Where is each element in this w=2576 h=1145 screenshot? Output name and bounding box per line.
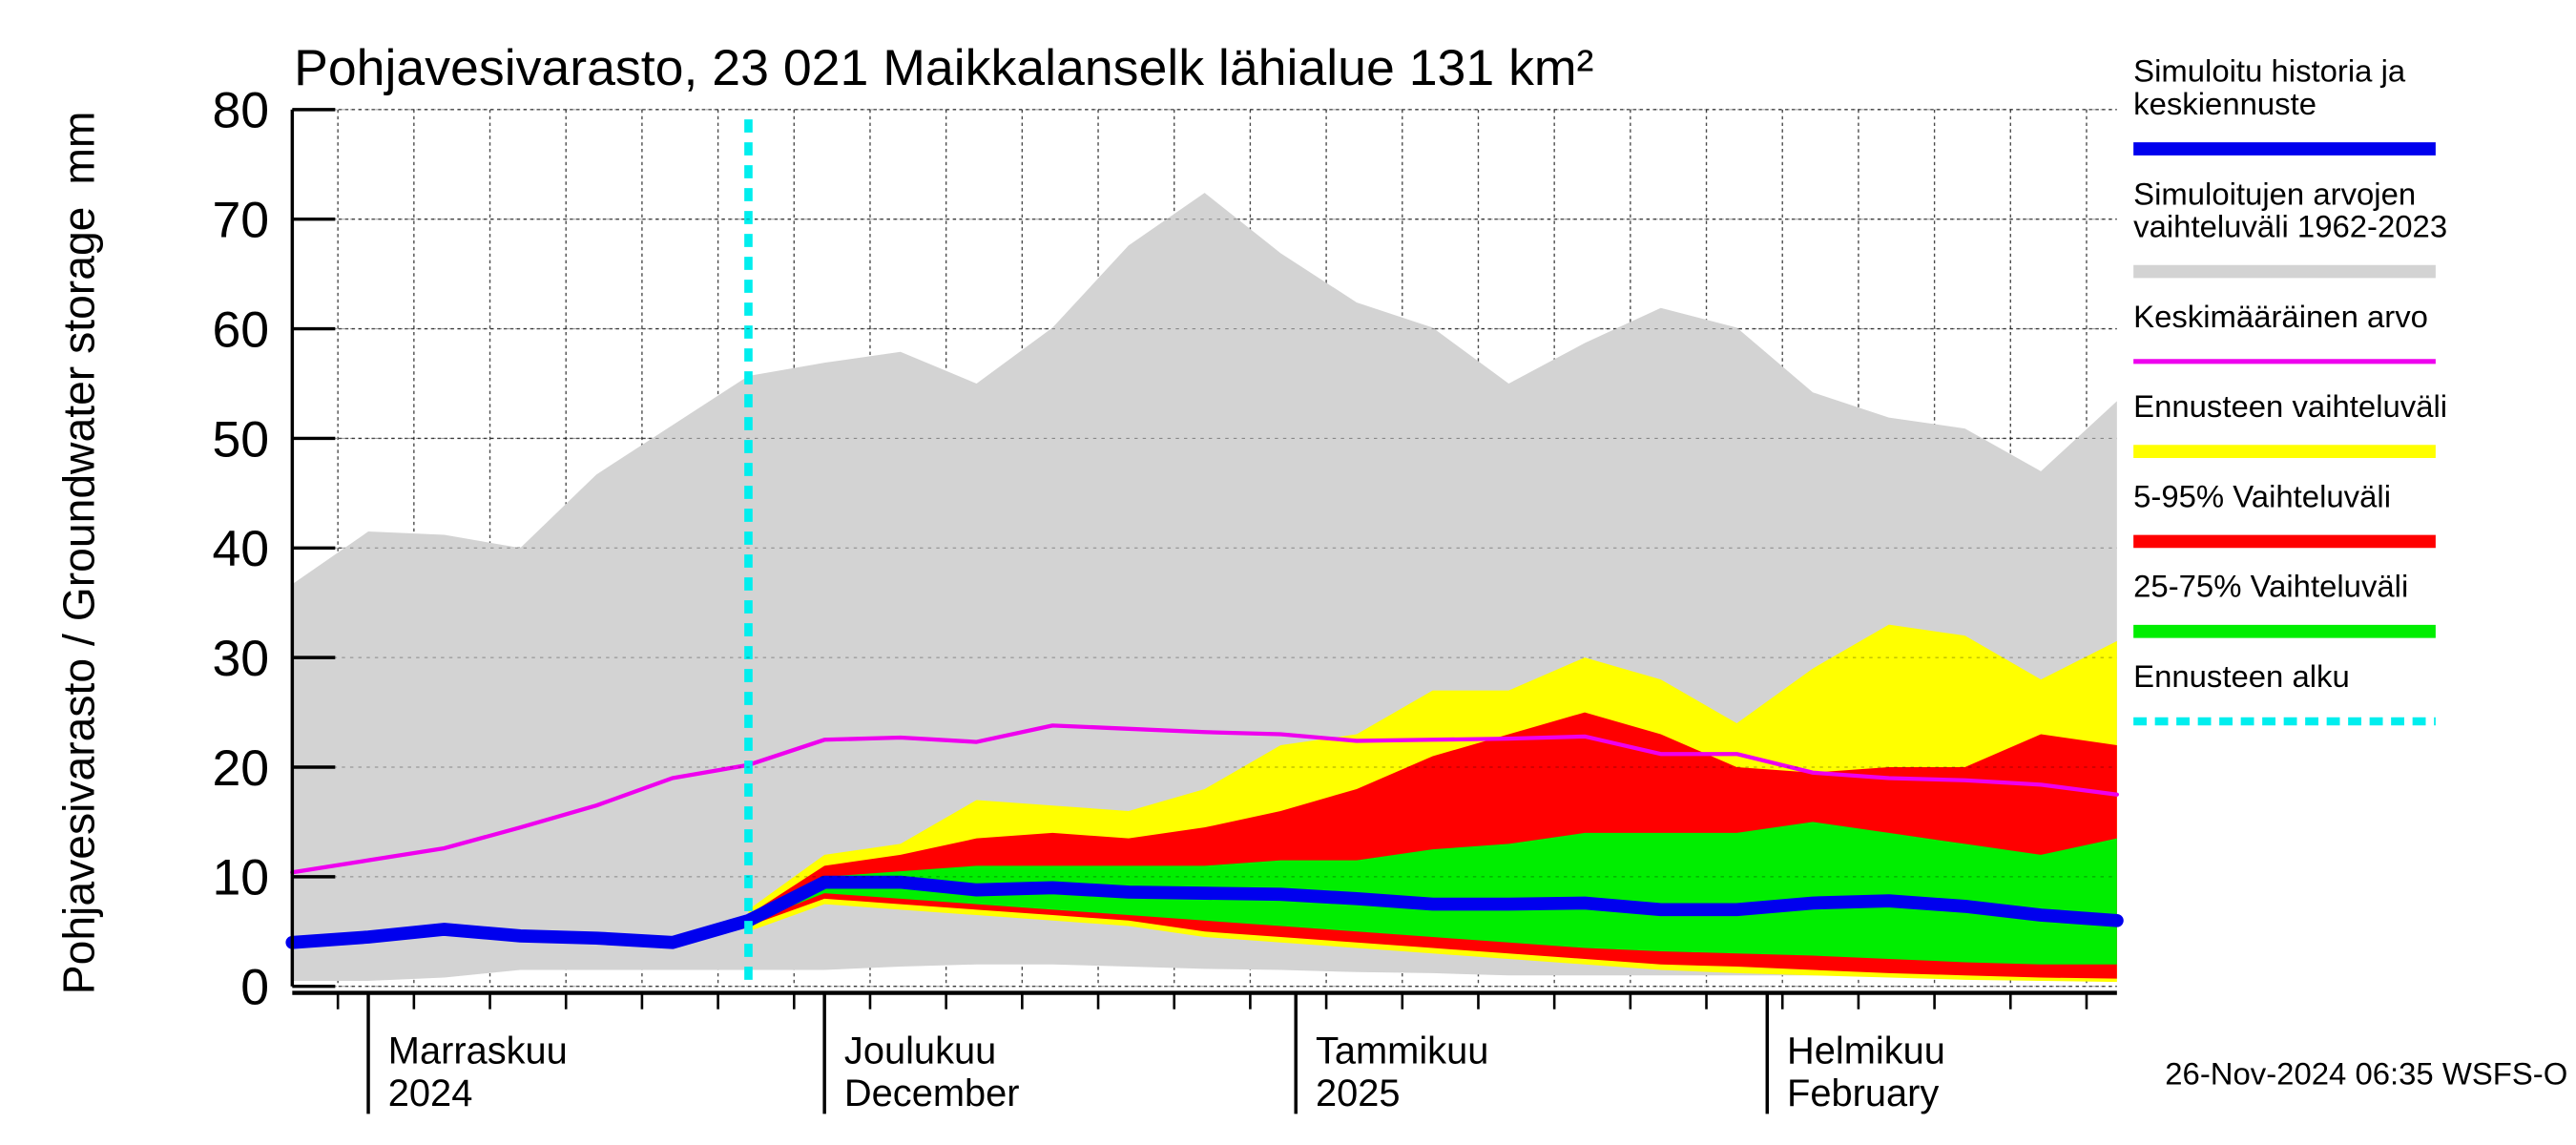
series-line	[285, 875, 2124, 949]
x-tick-label: Joulukuu	[844, 1030, 996, 1072]
x-tick-label: December	[844, 1072, 1020, 1114]
series-line	[290, 723, 2120, 875]
y-axis-label: Pohjavesivarasto / Groundwater storage	[53, 207, 103, 995]
y-tick-label: 80	[212, 83, 269, 139]
y-tick-label: 10	[212, 850, 269, 906]
y-tick-label: 40	[212, 521, 269, 577]
range-band	[748, 822, 2117, 965]
footer: 26-Nov-2024 06:35 WSFS-O	[2165, 1056, 2567, 1092]
y-tick-label: 20	[212, 740, 269, 797]
y-tick-label: 70	[212, 193, 269, 249]
y-tick-label: 60	[212, 302, 269, 359]
x-tick-label: Marraskuu	[388, 1030, 568, 1072]
legend-label: Simuloitu historia ja keskiennuste	[2133, 53, 2406, 121]
y-tick-label: 0	[240, 960, 269, 1016]
legend-label: Ennusteen vaihteluväli	[2133, 388, 2447, 424]
legend-label: 5-95% Vaihteluväli	[2133, 479, 2391, 514]
y-axis-unit: mm	[53, 112, 103, 185]
x-tick-label: Helmikuu	[1787, 1030, 1945, 1072]
x-tick-label: 2024	[388, 1072, 473, 1114]
y-tick-label: 50	[212, 412, 269, 468]
legend-label: 25-75% Vaihteluväli	[2133, 569, 2408, 604]
legend-label: Simuloitujen arvojen vaihteluväli 1962-20…	[2133, 176, 2447, 243]
chart-title: Pohjavesivarasto, 23 021 Maikkalanselk l…	[294, 40, 1593, 96]
legend-label: Keskimääräinen arvo	[2133, 299, 2428, 334]
x-tick-label: Tammikuu	[1316, 1030, 1488, 1072]
y-tick-label: 30	[212, 631, 269, 687]
x-tick-label: 2025	[1316, 1072, 1401, 1114]
legend-label: Ennusteen alku	[2133, 658, 2350, 694]
plot-area	[285, 119, 2124, 987]
x-tick-label: February	[1787, 1072, 1939, 1114]
